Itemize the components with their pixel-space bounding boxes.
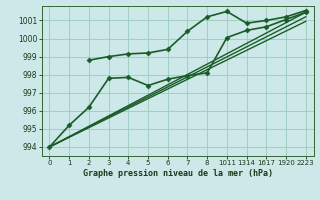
X-axis label: Graphe pression niveau de la mer (hPa): Graphe pression niveau de la mer (hPa) bbox=[83, 169, 273, 178]
